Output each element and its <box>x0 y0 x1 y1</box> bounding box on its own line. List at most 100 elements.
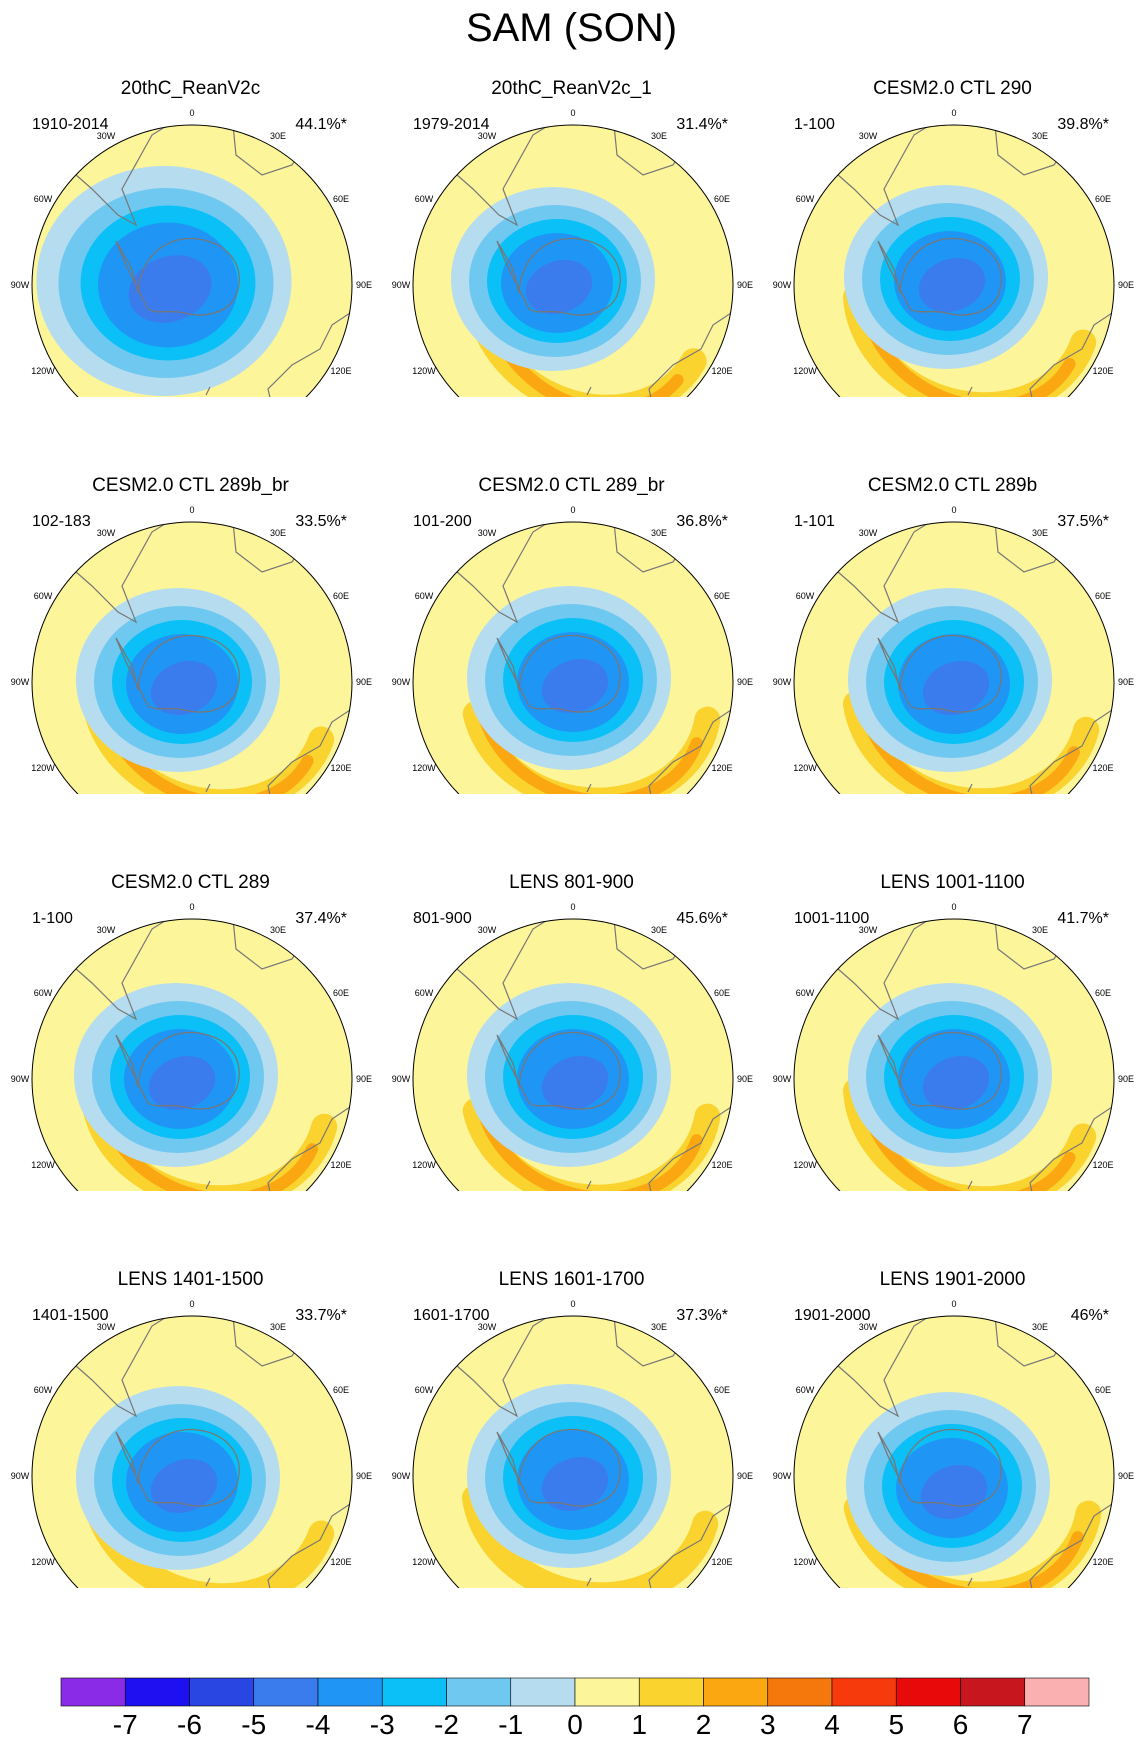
panel-title: 20thC_ReanV2c <box>120 78 261 99</box>
longitude-label: 30W <box>97 1322 116 1332</box>
polar-stereographic-map: 030E60E90E120E150E180150W120W90W60W30W <box>11 505 372 794</box>
positive-anomaly-band <box>80 1378 340 1588</box>
colorbar-swatch <box>124 1677 190 1707</box>
panel-variance-percent: 36.8%* <box>676 513 728 530</box>
strongest-negative-anomaly-contour <box>541 1456 609 1512</box>
longitude-label: 120E <box>1092 1160 1113 1170</box>
colorbar-tick-label: -6 <box>177 1709 202 1738</box>
map-panel: LENS 1601-1700 1601-1700 37.3%* 0 30E 60E 90E 1… <box>381 1191 762 1588</box>
strong-positive-anomaly-band <box>96 602 324 794</box>
panel-period: 1-100 <box>32 910 73 927</box>
longitude-label: 90W <box>11 1074 30 1084</box>
polar-stereographic-map: 030E60E90E120E150E180150W120W90W60W30W <box>392 108 753 397</box>
longitude-label: 90E <box>1118 280 1134 290</box>
longitude-label: 60E <box>1095 591 1111 601</box>
longitude-label: 60W <box>415 591 434 601</box>
map-boundary <box>412 124 734 397</box>
new-zealand-coastline <box>566 386 592 397</box>
map-panel: CESM2.0 CTL 289 1-100 37.4%* 0 30E 60E 90E 120E… <box>0 794 381 1191</box>
longitude-label: 120E <box>711 1160 732 1170</box>
panel-variance-percent: 41.7%* <box>1057 910 1109 927</box>
new-zealand-coastline <box>947 1577 973 1588</box>
map-boundary <box>793 521 1115 794</box>
map-panel: CESM2.0 CTL 289b 1-101 37.5%* 0 30E 60E 90E 120… <box>762 397 1143 794</box>
colorbar-swatch <box>253 1677 319 1707</box>
longitude-label: 120W <box>793 1557 817 1567</box>
panel-period: 1979-2014 <box>413 116 490 133</box>
longitude-label: 120E <box>1092 763 1113 773</box>
figure-title: SAM (SON) <box>465 6 678 50</box>
map-boundary <box>31 124 353 397</box>
colorbar-tick-label: 7 <box>1017 1709 1033 1738</box>
panel-variance-percent: 31.4%* <box>676 116 728 133</box>
colorbar-tick-label: -5 <box>241 1709 266 1738</box>
longitude-label: 60W <box>796 591 815 601</box>
new-zealand-coastline <box>566 1180 592 1191</box>
colorbar-swatch <box>189 1677 255 1707</box>
polar-stereographic-map: 030E60E90E120E150E180150W120W90W60W30W <box>11 108 372 397</box>
strongest-negative-anomaly-contour <box>541 1055 609 1111</box>
strongest-negative-anomaly-contour <box>525 259 593 315</box>
longitude-label: 120E <box>711 366 732 376</box>
panel-title: LENS 801-900 <box>509 872 634 893</box>
longitude-label: 90E <box>356 280 372 290</box>
longitude-label: 30E <box>270 925 286 935</box>
colorbar-tick-label: -2 <box>434 1709 459 1738</box>
strongest-negative-anomaly-contour <box>922 1055 990 1111</box>
panel-title: LENS 1001-1100 <box>880 872 1025 893</box>
colorbar-tick-label: 4 <box>824 1709 840 1738</box>
polar-stereographic-map: 030E60E90E120E150E180150W120W90W60W30W <box>392 1299 753 1588</box>
longitude-label: 60W <box>415 1385 434 1395</box>
south-america-coastline <box>422 125 566 227</box>
positive-anomaly-band <box>80 982 340 1191</box>
map-boundary <box>31 521 353 794</box>
map-panel: LENS 1401-1500 1401-1500 33.7%* 0 30E 60E 90E 1… <box>0 1191 381 1588</box>
longitude-label: 30W <box>97 925 116 935</box>
longitude-label: 0 <box>951 505 956 515</box>
longitude-label: 90E <box>737 280 753 290</box>
colorbar-swatch <box>317 1677 383 1707</box>
longitude-label: 0 <box>570 108 575 118</box>
panel-period: 1601-1700 <box>413 1307 490 1324</box>
longitude-label: 30E <box>651 528 667 538</box>
antarctica-coastline <box>877 237 1002 316</box>
longitude-label: 120W <box>31 1160 55 1170</box>
positive-anomaly-band <box>841 1380 1103 1588</box>
longitude-label: 0 <box>189 902 194 912</box>
colorbar-tick-label: 0 <box>567 1709 583 1738</box>
australia-coastline <box>648 1495 733 1588</box>
longitude-label: 120E <box>711 763 732 773</box>
colorbar-tick-label: -4 <box>306 1709 331 1738</box>
longitude-label: 120E <box>330 366 351 376</box>
longitude-label: 30W <box>478 925 497 935</box>
longitude-label: 0 <box>189 108 194 118</box>
panel-period: 1910-2014 <box>32 116 109 133</box>
panel-period: 801-900 <box>413 910 472 927</box>
australia-coastline <box>1029 1495 1114 1588</box>
new-zealand-coastline <box>947 783 973 794</box>
longitude-label: 60E <box>333 591 349 601</box>
panel-title: CESM2.0 CTL 289b_br <box>92 475 289 496</box>
colorbar-tick-label: 1 <box>631 1709 647 1738</box>
panel-period: 1001-1100 <box>794 910 870 927</box>
longitude-label: 90W <box>773 1471 792 1481</box>
longitude-label: 60E <box>1095 1385 1111 1395</box>
panel-period: 101-200 <box>413 513 472 530</box>
australia-coastline <box>267 1495 352 1588</box>
panel-title: LENS 1401-1500 <box>117 1269 264 1290</box>
longitude-label: 0 <box>189 1299 194 1309</box>
longitude-label: 120E <box>330 1557 351 1567</box>
longitude-label: 90E <box>356 1471 372 1481</box>
south-america-coastline <box>41 919 185 1021</box>
longitude-label: 60W <box>796 194 815 204</box>
longitude-label: 30E <box>651 131 667 141</box>
new-zealand-coastline <box>947 386 973 397</box>
south-america-coastline <box>422 522 566 624</box>
longitude-label: 90W <box>392 1471 411 1481</box>
colorbar-swatch <box>703 1677 769 1707</box>
new-zealand-coastline <box>947 1180 973 1191</box>
panel-variance-percent: 44.1%* <box>295 116 347 133</box>
panel-title: 20thC_ReanV2c_1 <box>491 78 652 99</box>
longitude-label: 0 <box>189 505 194 515</box>
polar-stereographic-map: 030E60E90E120E150E180150W120W90W60W30W <box>773 108 1134 397</box>
